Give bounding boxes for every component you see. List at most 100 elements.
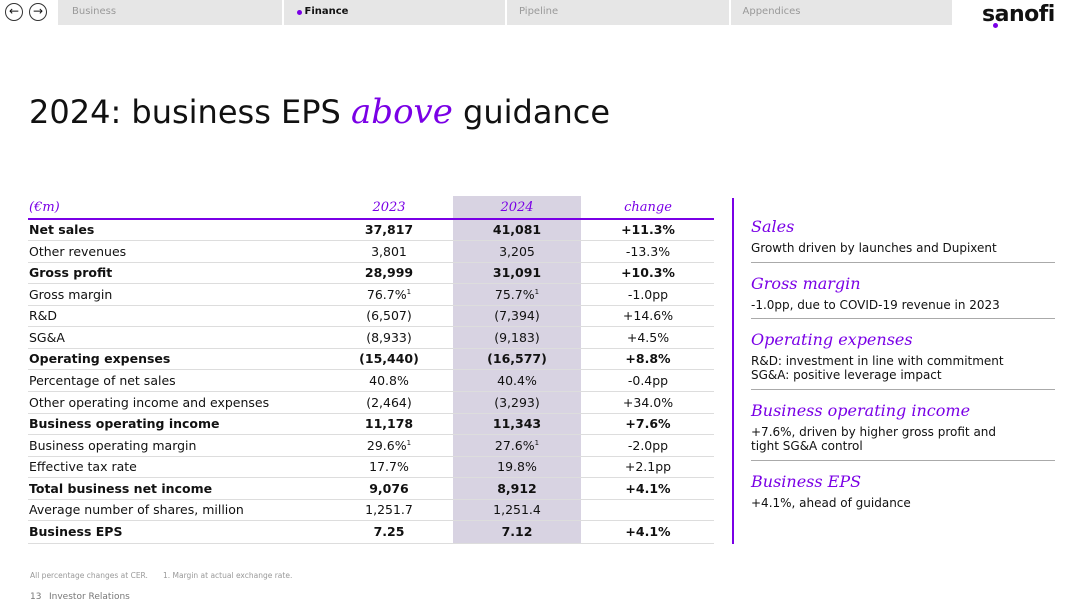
cell: (16,577) [487,351,547,367]
change: -13.3% [625,243,671,259]
row-rule [28,261,714,263]
cell: 9,076 [369,480,409,496]
table-header: (€m) [29,200,60,215]
cell-text: 76.7% [366,286,407,302]
row-label: Percentage of net sales [29,372,176,388]
footer-section: Investor Relations [49,592,130,602]
nav-divider [728,0,731,25]
highlight-column [453,196,581,543]
cell: 27.6%1 [457,438,577,453]
cell: 7.25 [373,523,405,539]
table-header: 2023 [372,200,406,215]
panel-text: tight SG&A control [751,438,863,453]
row-rule [28,326,714,328]
cell: 11,343 [492,416,542,432]
footnote: 1. Margin at actual exchange rate. [163,571,293,580]
change: +7.6% [625,416,671,432]
cell: 3,205 [499,243,535,259]
cell: 7.12 [501,523,533,539]
panel-text: R&D: investment in line with commitment [751,354,1004,368]
footnote-ref: 1 [534,287,540,296]
cell: 40.4% [497,372,537,388]
cell: 3,801 [371,243,407,259]
row-rule [28,434,714,436]
active-dot [296,10,302,15]
cell: (7,394) [494,308,540,324]
cell: (15,440) [359,351,419,367]
panel-text: -1.0pp, due to COVID-19 revenue in 2023 [751,298,1000,312]
back-button[interactable]: ← [5,3,23,21]
table-header: 2024 [500,200,534,215]
panel-rule [732,198,734,544]
change: +2.1pp [624,459,672,475]
cell: 31,091 [492,265,542,281]
row-rule [28,304,714,306]
panel-text: +4.1%, ahead of guidance [751,496,911,510]
forward-button[interactable]: → [29,3,47,21]
row-label: Total business net income [29,480,213,496]
cell: 28,999 [364,265,414,281]
cell: (2,464) [366,394,412,410]
row-label: Business operating income [29,416,220,432]
logo: sanofi [982,2,1055,27]
panel-heading: Business EPS [751,472,862,491]
cell: 40.8% [369,372,409,388]
panel-heading: Sales [751,217,795,236]
change: +10.3% [621,265,675,281]
row-rule [28,369,714,371]
nav-item[interactable]: Business [72,6,117,17]
cell: 76.7%1 [329,287,449,302]
row-rule [28,520,714,522]
cell: 37,817 [364,222,414,237]
cell: 29.6%1 [329,438,449,453]
cell: 11,178 [364,416,414,432]
change: +34.0% [622,394,674,410]
table-header: change [624,200,672,215]
panel-heading: Gross margin [751,274,861,293]
cell: (3,293) [494,394,540,410]
cell: 1,251.7 [365,502,413,518]
row-label: SG&A [29,329,65,345]
row-label: Gross profit [29,265,113,281]
row-rule [28,390,714,392]
change: -0.4pp [627,372,669,388]
panel-heading: Business operating income [751,401,971,420]
nav-divider [281,0,284,25]
change: +4.1% [625,523,671,539]
cell-text: 27.6% [494,437,535,453]
footnote: All percentage changes at CER. [30,571,148,580]
change: +4.1% [625,480,671,496]
panel-text: +7.6%, driven by higher gross profit and [751,425,997,439]
nav-divider [505,0,507,25]
row-rule [28,477,714,479]
cell: 8,912 [497,480,537,496]
panel-divider [751,262,1055,263]
panel-text: SG&A: positive leverage impact [751,367,942,382]
footnote-ref: 1 [534,438,540,447]
change: +8.8% [625,351,671,367]
row-label: Effective tax rate [29,459,137,475]
row-label: Operating expenses [29,351,171,367]
title-after: guidance [452,93,611,131]
row-label: R&D [29,308,58,324]
title-emphasis: above [351,92,453,132]
row-label: Gross margin [29,286,113,302]
change: +11.3% [621,222,675,237]
panel-divider [751,318,1055,319]
cell-text: 29.6% [366,437,407,453]
cell: (9,183) [494,329,540,345]
nav-item[interactable]: Finance [304,6,349,17]
panel-heading: Operating expenses [751,330,913,349]
cell: 19.8% [497,459,537,475]
change: +14.6% [622,308,674,324]
row-label: Other operating income and expenses [29,394,270,410]
nav-item[interactable]: Pipeline [519,6,559,17]
table-bottom-rule [28,542,714,544]
footnote-ref: 1 [406,438,412,447]
cell: 75.7%1 [457,287,577,302]
panel-divider [751,389,1055,390]
row-label: Other revenues [29,243,127,259]
nav-item[interactable]: Appendices [742,6,801,17]
title-before: 2024: business EPS [29,93,352,131]
